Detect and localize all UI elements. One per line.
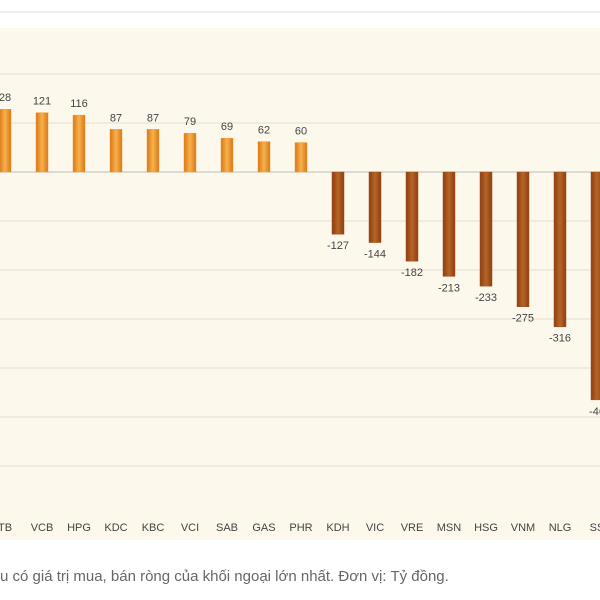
x-tick-label: HSG xyxy=(474,522,498,534)
x-tick-label: NLG xyxy=(549,522,572,534)
x-tick-label: VIC xyxy=(366,522,384,534)
x-tick-label: KDC xyxy=(104,522,127,534)
bar xyxy=(183,133,197,173)
plot-background xyxy=(0,28,600,540)
x-tick-label: PHR xyxy=(289,522,312,534)
data-label: -316 xyxy=(549,333,571,345)
x-tick-label: VNM xyxy=(511,522,535,534)
data-label: -213 xyxy=(438,282,460,294)
bar xyxy=(590,171,600,401)
x-tick-label: VCI xyxy=(181,522,199,534)
data-label: -233 xyxy=(475,292,497,304)
bar xyxy=(35,112,49,173)
data-label: -127 xyxy=(327,240,349,252)
bar xyxy=(442,171,456,277)
bar xyxy=(294,142,308,173)
x-tick-label: KBC xyxy=(142,522,165,534)
x-tick-label: TB xyxy=(0,522,12,534)
x-tick-label: GAS xyxy=(252,522,275,534)
bar xyxy=(331,171,345,235)
caption: u có giá trị mua, bán ròng của khối ngoạ… xyxy=(0,568,449,585)
x-tick-label: KDH xyxy=(326,522,349,534)
data-label: -144 xyxy=(364,248,386,260)
bar xyxy=(479,171,493,287)
bar xyxy=(368,171,382,243)
bar xyxy=(553,171,567,328)
data-label: 79 xyxy=(184,116,196,128)
bar xyxy=(0,109,12,173)
data-label: -275 xyxy=(512,313,534,325)
data-label: 87 xyxy=(110,112,122,124)
x-tick-label: MSN xyxy=(437,522,462,534)
x-tick-label: VCB xyxy=(31,522,54,534)
bar xyxy=(257,141,271,173)
data-label: 87 xyxy=(147,112,159,124)
bar xyxy=(516,171,530,307)
x-tick-label: SAB xyxy=(216,522,238,534)
data-label: 28 xyxy=(0,92,11,104)
bar xyxy=(405,171,419,262)
data-label: 121 xyxy=(33,96,51,108)
bar xyxy=(109,129,123,173)
bar xyxy=(146,129,160,173)
bar xyxy=(220,137,234,173)
data-label: -46 xyxy=(589,406,600,418)
data-label: 69 xyxy=(221,121,233,133)
x-tick-label: SS xyxy=(590,522,600,534)
data-label: 62 xyxy=(258,125,270,137)
x-tick-label: HPG xyxy=(67,522,91,534)
data-label: -182 xyxy=(401,267,423,279)
data-label: 116 xyxy=(70,98,88,110)
data-label: 60 xyxy=(295,126,307,138)
x-tick-label: VRE xyxy=(401,522,424,534)
bar xyxy=(72,114,86,173)
